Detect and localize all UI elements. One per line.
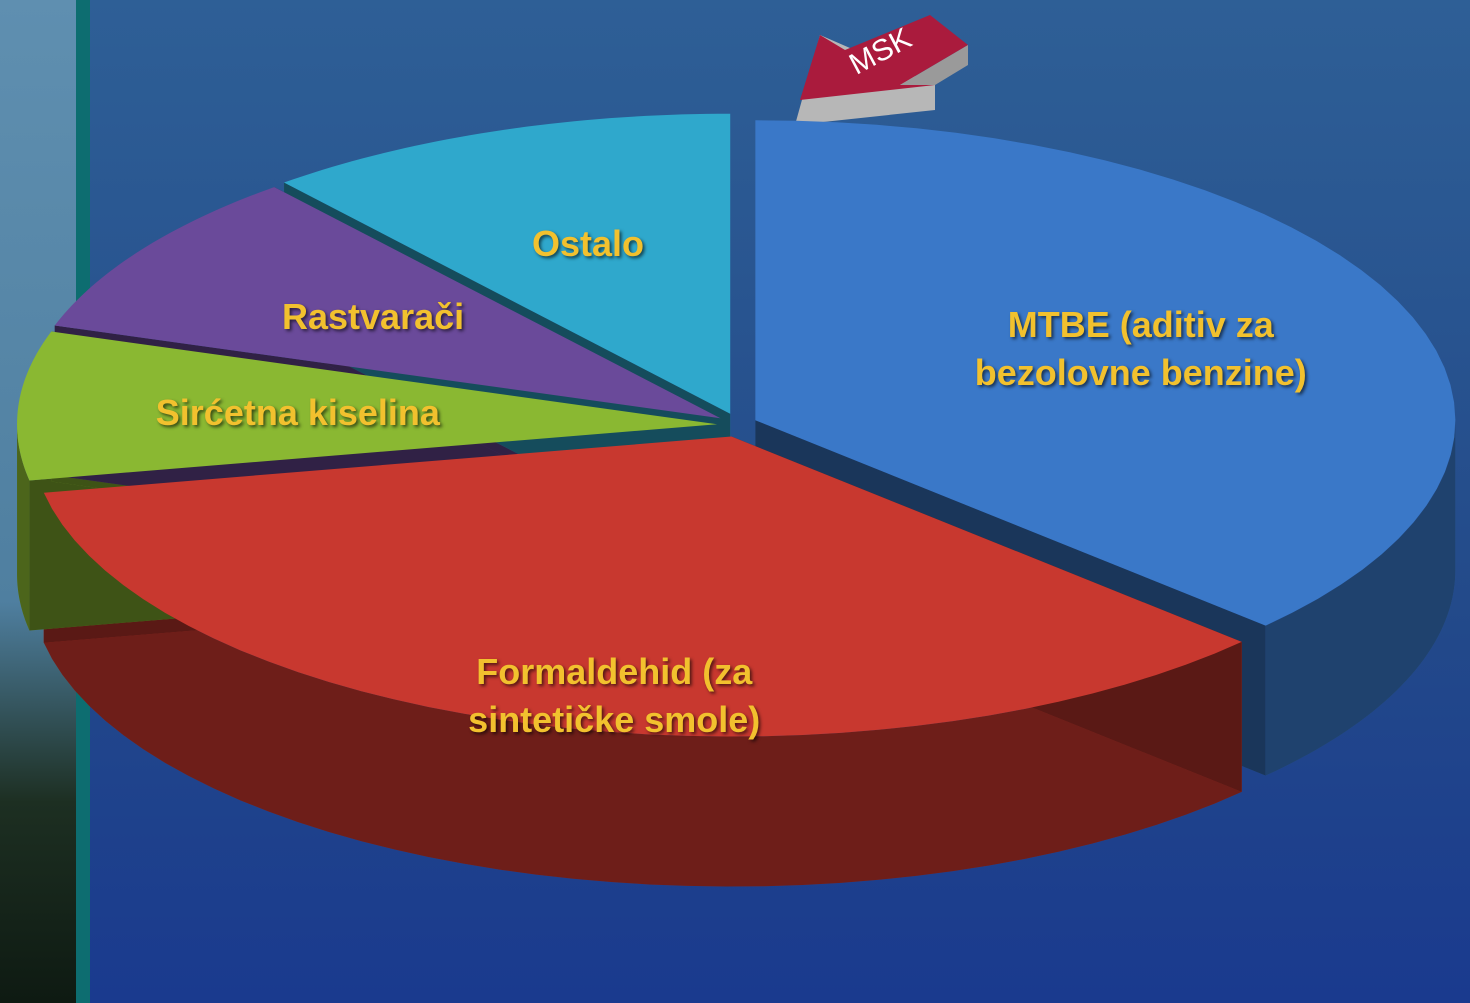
- slice-side: [43, 492, 1242, 887]
- logo-edge: [900, 45, 968, 85]
- slice-label: Sirćetna kiselina: [155, 391, 440, 433]
- slice: [43, 436, 1242, 737]
- slice: [755, 120, 1456, 626]
- slice-side-shade: [1265, 420, 1456, 776]
- logo: MSK: [795, 15, 968, 125]
- slice-label: Rastvarači: [282, 296, 465, 338]
- slice: [284, 113, 731, 414]
- logo-arrow: [800, 15, 968, 100]
- slice-label: MTBE (aditiv za bezolovne benzine): [974, 303, 1307, 393]
- slice-side-shade: [43, 492, 1242, 887]
- slice: [54, 187, 721, 419]
- slice-label: Formaldehid (za sintetičke smole): [468, 650, 761, 740]
- slice-side: [1265, 420, 1456, 776]
- pie-tops: [17, 113, 1456, 737]
- slice-side-shade: [17, 424, 30, 631]
- slice: [17, 331, 718, 481]
- slice-side: [17, 424, 30, 631]
- slice-label: Ostalo: [531, 223, 644, 265]
